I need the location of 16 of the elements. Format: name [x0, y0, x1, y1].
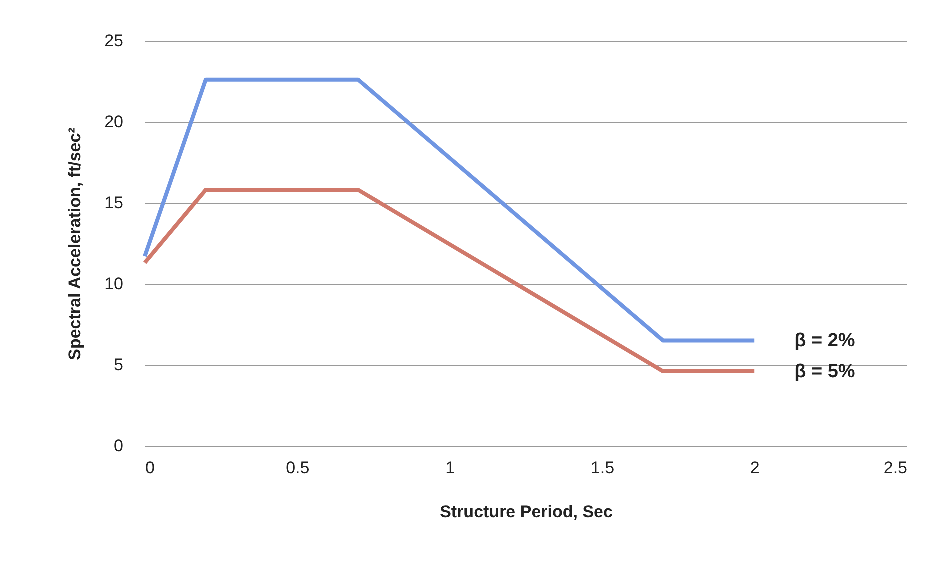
- x-tick-label: 2: [750, 458, 760, 478]
- y-tick-label: 20: [104, 112, 124, 132]
- y-tick-label: 15: [104, 194, 124, 212]
- y-tick-label: 5: [114, 356, 124, 374]
- x-tick-label: 1.5: [590, 458, 615, 478]
- text: β = 2%: [794, 330, 856, 352]
- x-tick-label: 2.5: [884, 458, 908, 478]
- text: β = 5%: [794, 361, 856, 382]
- y-tick-label: 10: [104, 274, 124, 294]
- x-tick-label: 1: [446, 458, 456, 478]
- y-tick-label: 0: [114, 436, 124, 456]
- x-tick-label: 0: [146, 458, 155, 478]
- x-axis-title: Structure Period, Sec: [440, 502, 613, 522]
- y-tick-label: 25: [104, 32, 124, 50]
- y-axis-title: Spectral Acceleration, ft/sec²: [66, 127, 85, 360]
- x-tick-label: 0.5: [286, 458, 310, 478]
